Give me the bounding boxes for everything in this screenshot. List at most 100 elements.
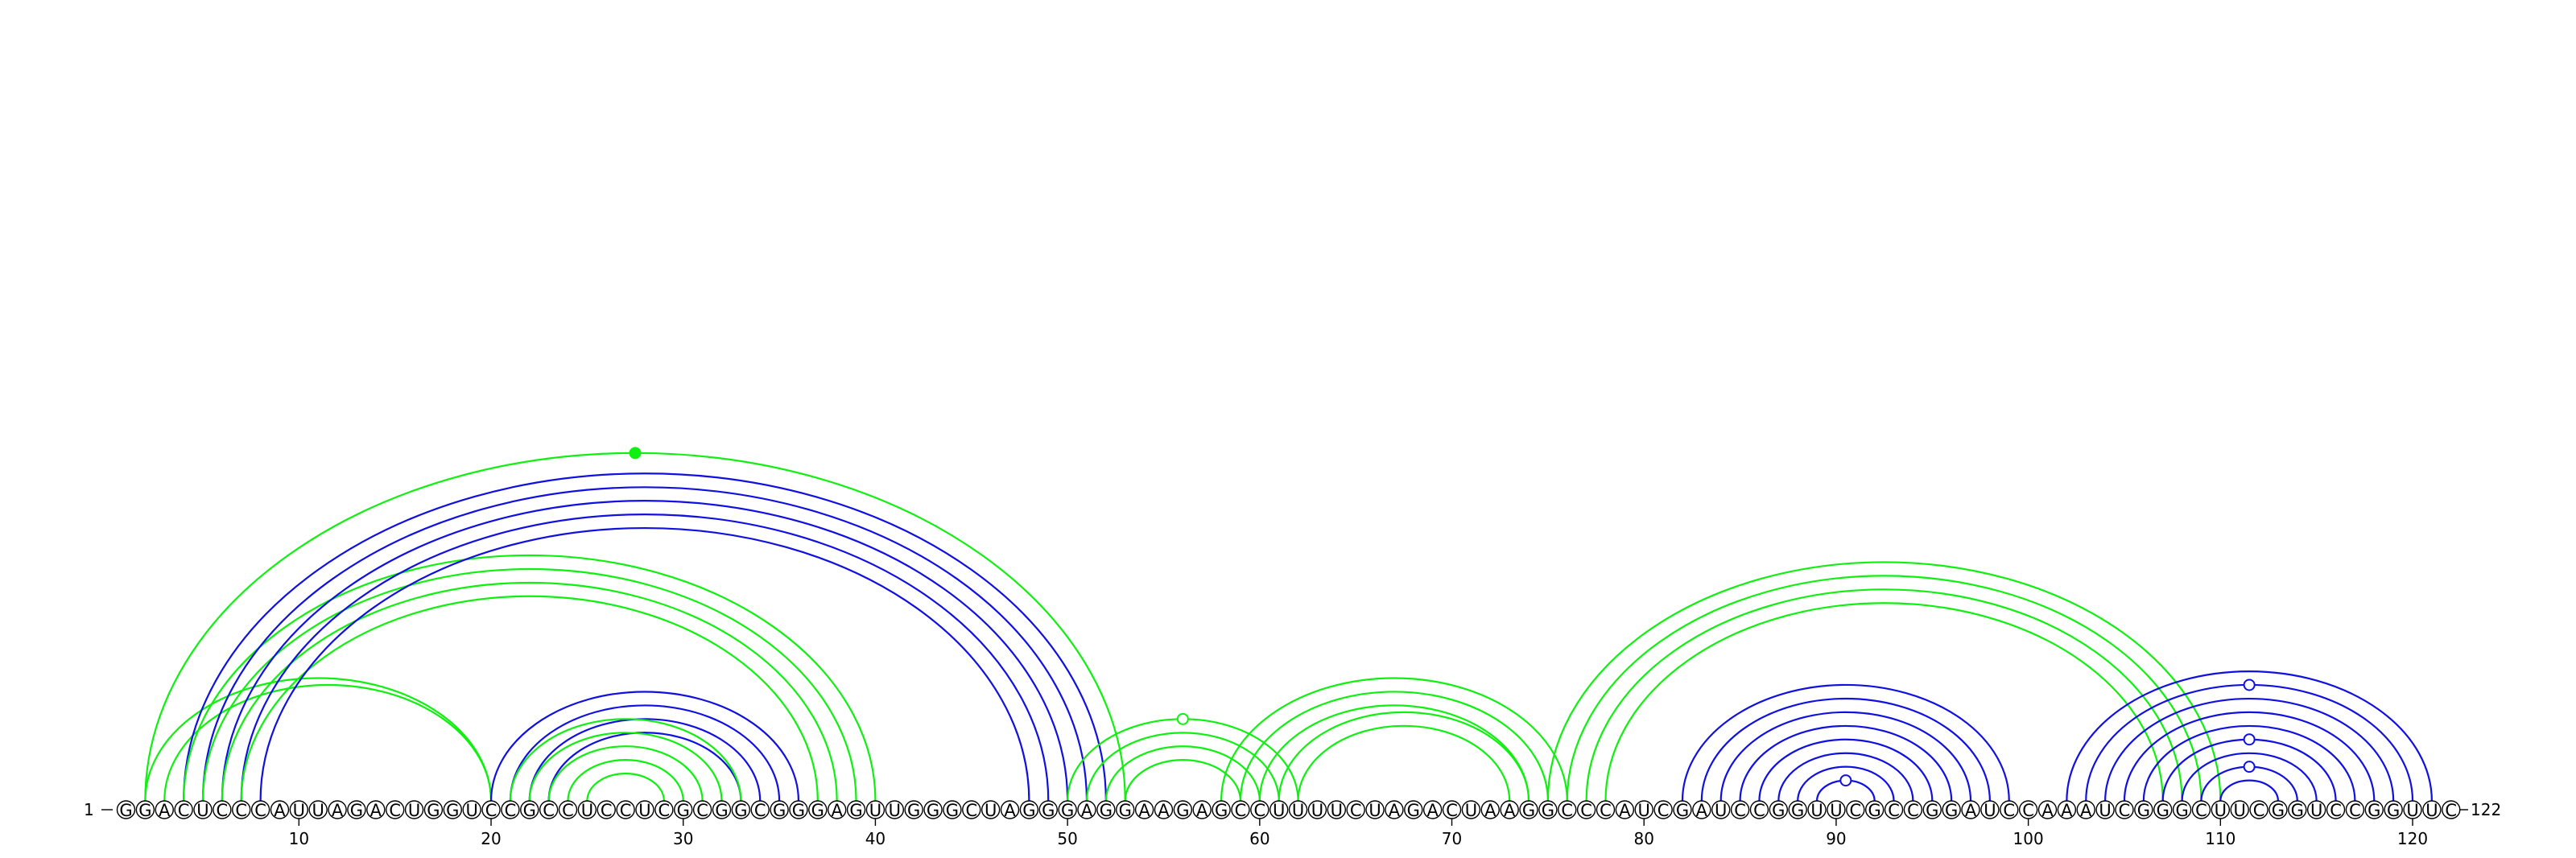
nucleotide-circle	[2326, 800, 2346, 819]
nucleotide-letter: G	[1119, 801, 1132, 820]
nucleotide-circle	[232, 800, 251, 819]
nucleotide-letter: A	[370, 801, 382, 820]
nucleotide: C	[1884, 800, 1904, 820]
nucleotide: G	[1212, 800, 1231, 820]
nucleotide-circle	[366, 800, 386, 819]
green-base-pair-arc	[1104, 745, 1261, 802]
nucleotide-letter: U	[889, 801, 901, 820]
nucleotide-letter: U	[1331, 801, 1343, 820]
nucleotide-circle	[1673, 800, 1692, 819]
nucleotide: U	[1288, 800, 1308, 820]
nucleotide: U	[289, 800, 309, 820]
nucleotide: C	[1903, 800, 1923, 820]
tick-label: 120	[2397, 829, 2428, 848]
nucleotide-circle	[943, 800, 962, 819]
nucleotide-letter: C	[754, 801, 766, 820]
green-base-pair-arc	[1546, 561, 2222, 802]
nucleotide-circle	[1596, 800, 1616, 819]
nucleotide-circle	[1980, 800, 2000, 819]
nucleotide: G	[1116, 800, 1135, 820]
nucleotide-circle	[1711, 800, 1731, 819]
nucleotide: C	[654, 800, 674, 820]
nucleotide: U	[308, 800, 328, 820]
tick-label: 40	[865, 829, 886, 848]
nucleotide-letter: U	[2215, 801, 2227, 820]
nucleotide-circle	[2230, 800, 2249, 819]
nucleotide-circle	[404, 800, 424, 819]
nucleotide: C	[1250, 800, 1269, 820]
nucleotide: G	[923, 800, 943, 820]
nucleotide-letter: A	[1504, 801, 1516, 820]
nucleotide: G	[770, 800, 789, 820]
nucleotide-circle	[1500, 800, 1519, 819]
nucleotide-letter: A	[1389, 801, 1401, 820]
nucleotide: U	[885, 800, 905, 820]
nucleotide-circle	[1942, 800, 1961, 819]
nucleotide-circle	[1558, 800, 1577, 819]
tick-label: 30	[673, 829, 693, 848]
nucleotide-letter: G	[350, 801, 363, 820]
nucleotide-letter: A	[1619, 801, 1631, 820]
nucleotide: A	[1000, 800, 1020, 820]
nucleotide: G	[347, 800, 366, 820]
nucleotide: C	[597, 800, 616, 820]
nucleotide-circle	[2191, 800, 2211, 819]
nucleotide-circle	[2076, 800, 2095, 819]
nucleotide-letter: C	[2253, 801, 2265, 820]
nucleotide: A	[1077, 800, 1096, 820]
nucleotide-letter: G	[715, 801, 728, 820]
nucleotide-circle	[520, 800, 539, 819]
nucleotide-circle	[1864, 800, 1885, 819]
nucleotide-letter: C	[1580, 801, 1592, 820]
nucleotide-circle	[2057, 800, 2077, 819]
blue-base-pair-arc	[2066, 670, 2433, 802]
nucleotide: C	[250, 800, 270, 820]
nucleotide-letter: U	[2406, 801, 2418, 820]
nucleotide: C	[2345, 800, 2365, 820]
nucleotide-letter: G	[2175, 801, 2188, 820]
nucleotide-letter: A	[1965, 801, 1977, 820]
nucleotide-letter: C	[485, 801, 497, 820]
nucleotide-letter: G	[1407, 801, 1420, 820]
blue-base-pair-arc	[1719, 711, 1972, 802]
nucleotide-letter: G	[811, 801, 824, 820]
nucleotide-circle	[174, 800, 193, 819]
nucleotide-circle	[1077, 800, 1096, 819]
nucleotide-circle	[1307, 800, 1327, 819]
nucleotide-circle	[1538, 800, 1558, 819]
nucleotide-circle	[1922, 800, 1942, 819]
nucleotide: G	[2134, 800, 2153, 820]
nucleotide: G	[1922, 800, 1942, 820]
nucleotide-letter: G	[1176, 801, 1189, 820]
nucleotide-circle	[2268, 800, 2288, 819]
nucleotide-letter: G	[734, 801, 747, 820]
nucleotide: C	[1558, 800, 1577, 820]
nucleotide: G	[789, 800, 808, 820]
nucleotide-circle	[1231, 800, 1250, 819]
tick-label: 100	[2013, 829, 2044, 848]
blue-base-pair-arc	[547, 732, 742, 802]
nucleotide: G	[846, 800, 866, 820]
nucleotide-letter: U	[1638, 801, 1650, 820]
nucleotide-letter: C	[1253, 801, 1265, 820]
nucleotide-letter: A	[2080, 801, 2092, 820]
nucleotide-circle	[1846, 800, 1865, 819]
nucleotide-letter: C	[1657, 801, 1670, 820]
blue-base-pair-arc	[1777, 752, 1914, 802]
nucleotide: C	[1442, 800, 1462, 820]
nucleotide: U	[980, 800, 1001, 820]
nucleotide: A	[366, 800, 386, 820]
green-base-pair-arc	[221, 581, 838, 802]
nucleotide-circle	[1116, 800, 1135, 819]
nucleotide-circle	[1365, 800, 1385, 819]
nucleotide: A	[1692, 800, 1711, 820]
base-pair-arcs	[144, 452, 2433, 802]
nucleotide-circle	[1327, 800, 1347, 819]
blue-base-pair-arc	[1739, 724, 1953, 802]
nucleotide-letter: C	[1446, 801, 1458, 820]
nucleotide-letter: G	[2157, 801, 2169, 820]
arc-apex-marker	[1176, 712, 1189, 725]
nucleotide-letter: U	[1810, 801, 1823, 820]
nucleotide-circle	[250, 800, 270, 819]
